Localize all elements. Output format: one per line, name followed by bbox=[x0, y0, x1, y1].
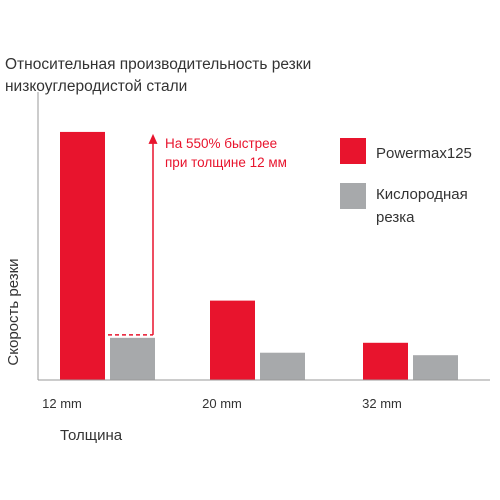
y-axis-title: Скорость резки bbox=[5, 258, 22, 365]
annotation-arrow-head bbox=[148, 133, 158, 144]
legend-swatch-1 bbox=[340, 138, 366, 164]
x-tick-label-2: 20 mm bbox=[202, 396, 242, 411]
x-axis-title: Толщина bbox=[60, 427, 123, 444]
chart-title-line-1: Относительная производительность резки bbox=[5, 56, 312, 73]
chart-title-line-2: низкоуглеродистой стали bbox=[5, 78, 188, 95]
legend-label-2-line-1: Кислородная bbox=[376, 186, 468, 203]
bar-2-1 bbox=[110, 337, 155, 380]
x-tick-label-1: 12 mm bbox=[42, 396, 82, 411]
x-tick-label-3: 32 mm bbox=[362, 396, 402, 411]
annotation-text-line-1: На 550% быстрее bbox=[165, 136, 277, 151]
bar-2-2 bbox=[260, 352, 305, 380]
legend-swatch-2 bbox=[340, 183, 366, 209]
legend-label-1: Powermax125 bbox=[376, 145, 472, 162]
bar-1-3 bbox=[363, 342, 408, 380]
annotation-text-line-2: при толщине 12 мм bbox=[165, 155, 287, 170]
chart-title: Относительная производительность резки н… bbox=[5, 54, 495, 98]
legend-label-2-line-2: резка bbox=[376, 209, 415, 226]
bar-2-3 bbox=[413, 355, 458, 380]
bar-1-1 bbox=[60, 131, 105, 380]
bar-1-2 bbox=[210, 300, 255, 380]
